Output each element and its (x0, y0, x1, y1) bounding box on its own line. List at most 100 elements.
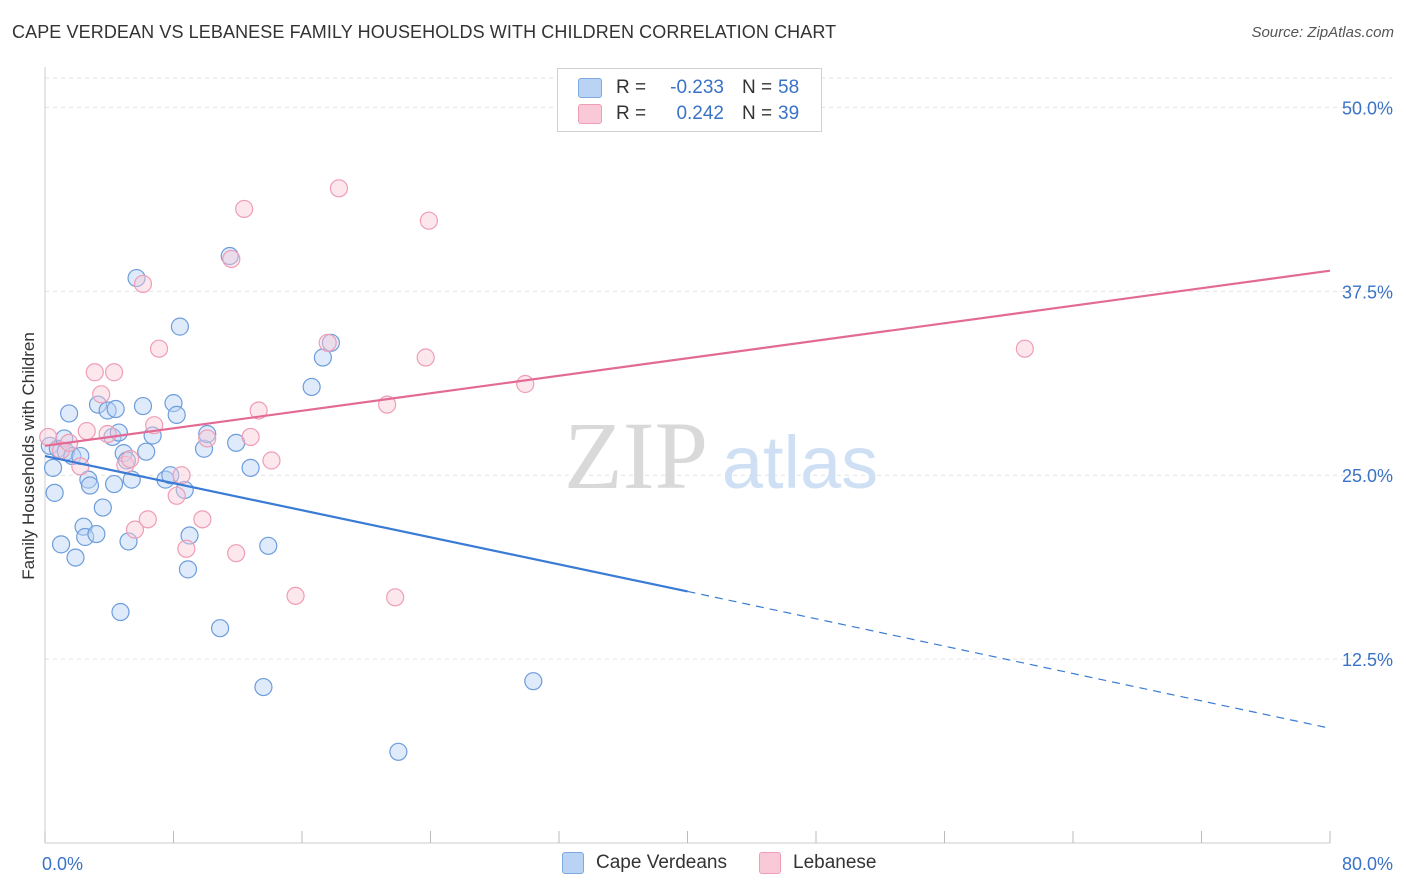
x-tick-label-max: 80.0% (1342, 854, 1393, 874)
point-cape-verdean (194, 439, 214, 458)
point-cape-verdean (133, 396, 153, 416)
legend-n-label: N = (742, 77, 773, 98)
point-cape-verdean (137, 442, 156, 461)
point-cape-verdean (87, 524, 106, 544)
point-lebanese (167, 486, 186, 505)
point-lebanese (516, 374, 535, 394)
point-lebanese (85, 363, 104, 382)
point-lebanese (286, 586, 305, 605)
y-tick-label: 12.5% (1342, 650, 1393, 670)
point-lebanese (222, 249, 241, 269)
point-lebanese (77, 421, 96, 441)
point-lebanese (262, 451, 281, 470)
point-cape-verdean (104, 474, 124, 494)
series-legend: Cape Verdeans Lebanese (562, 852, 908, 874)
legend-r-label: R = (616, 103, 647, 124)
point-cape-verdean (88, 395, 108, 414)
point-cape-verdean (198, 424, 217, 444)
point-cape-verdean (106, 399, 125, 419)
point-cape-verdean (302, 377, 321, 397)
point-lebanese (104, 363, 124, 382)
series-cape-verdeans (40, 246, 543, 761)
point-lebanese (71, 457, 90, 476)
trend-line-cape-verdeans (44, 455, 688, 593)
point-cape-verdean (164, 394, 183, 413)
axis-labels: 12.5% 25.0% 37.5% 50.0% 0.0% 80.0% (42, 98, 1393, 874)
legend-n-value: 58 (778, 77, 800, 98)
legend-row-cape-verdeans: R = -0.233 N = 58 (578, 76, 799, 100)
point-lebanese (193, 510, 212, 529)
legend-label: Lebanese (793, 852, 877, 873)
point-lebanese (39, 427, 58, 447)
point-cape-verdean (210, 619, 230, 638)
point-lebanese (329, 179, 349, 198)
point-cape-verdean (43, 458, 63, 477)
y-tick-label: 25.0% (1342, 466, 1393, 486)
legend-r-value: -0.233 (670, 77, 724, 98)
point-lebanese (125, 520, 145, 539)
point-cape-verdean (111, 602, 130, 622)
trend-line-lebanese (44, 269, 1331, 447)
point-cape-verdean (524, 672, 543, 691)
point-lebanese (172, 466, 191, 485)
legend-r-label: R = (616, 77, 647, 98)
point-lebanese (235, 199, 254, 219)
legend-item-cape-verdeans[interactable]: Cape Verdeans (562, 852, 727, 874)
point-lebanese (177, 539, 196, 558)
point-lebanese (241, 427, 260, 447)
point-cape-verdean (59, 404, 79, 423)
legend-swatch-blue (578, 78, 602, 98)
point-cape-verdean (170, 317, 190, 336)
point-lebanese (98, 424, 117, 444)
legend-label: Cape Verdeans (596, 852, 727, 873)
point-cape-verdean (66, 548, 85, 567)
y-tick-label: 50.0% (1342, 98, 1393, 118)
legend-n-label: N = (742, 103, 773, 124)
correlation-legend: R = -0.233 N = 58 R = 0.242 N = 39 (557, 68, 822, 132)
point-cape-verdean (51, 535, 71, 554)
point-lebanese (318, 333, 337, 352)
point-cape-verdean (167, 405, 186, 424)
legend-swatch-blue (562, 852, 584, 874)
watermark: ZIP atlas (564, 402, 878, 509)
point-lebanese (1015, 339, 1034, 358)
point-lebanese (227, 544, 246, 563)
point-cape-verdean (220, 246, 239, 266)
point-cape-verdean (45, 483, 64, 502)
point-lebanese (92, 385, 111, 404)
legend-item-lebanese[interactable]: Lebanese (759, 852, 876, 874)
trend-line-cape-verdeans-extrapolated (687, 590, 1331, 729)
legend-n-value: 39 (778, 103, 800, 124)
point-lebanese (386, 588, 405, 607)
y-axis-label: Family Households with Children (19, 332, 38, 580)
point-lebanese (419, 211, 438, 230)
point-lebanese (416, 348, 435, 367)
point-cape-verdean (259, 536, 278, 555)
x-tick-label-min: 0.0% (42, 854, 83, 874)
series-lebanese (39, 179, 1034, 607)
point-lebanese (198, 429, 217, 448)
trend-lines (44, 269, 1331, 729)
watermark-atlas: atlas (722, 421, 878, 504)
legend-swatch-pink (578, 104, 602, 124)
gridlines (45, 77, 1392, 660)
point-lebanese (121, 449, 140, 469)
point-lebanese (138, 510, 157, 529)
point-cape-verdean (254, 677, 273, 697)
watermark-zip: ZIP (564, 402, 708, 509)
point-lebanese (149, 339, 169, 358)
chart-title: CAPE VERDEAN VS LEBANESE FAMILY HOUSEHOL… (12, 22, 837, 42)
point-lebanese (249, 401, 268, 420)
point-cape-verdean (178, 560, 198, 579)
legend-swatch-pink (759, 852, 781, 874)
legend-row-lebanese: R = 0.242 N = 39 (578, 102, 799, 126)
point-cape-verdean (80, 476, 100, 495)
point-cape-verdean (389, 742, 408, 761)
point-cape-verdean (93, 498, 112, 517)
point-cape-verdean (119, 532, 138, 551)
axes (44, 67, 1331, 844)
point-cape-verdean (241, 458, 260, 477)
point-cape-verdean (313, 348, 332, 367)
point-cape-verdean (76, 527, 95, 547)
